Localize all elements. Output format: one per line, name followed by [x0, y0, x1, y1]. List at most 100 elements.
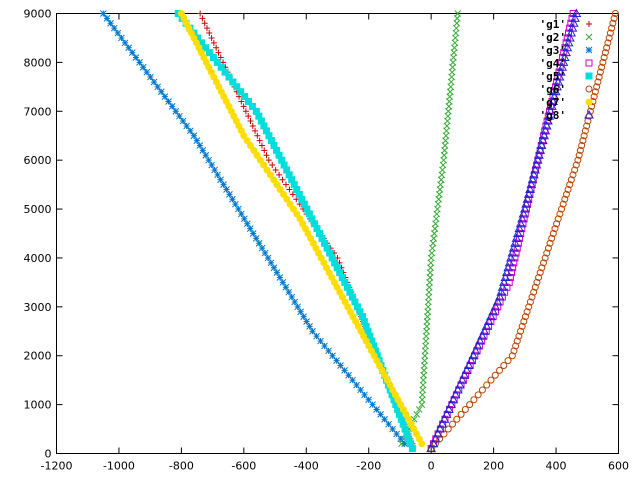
data-point	[139, 63, 147, 71]
data-point	[568, 18, 579, 27]
data-point	[543, 116, 553, 125]
legend-marker	[585, 85, 593, 93]
data-point	[552, 81, 562, 91]
data-point	[596, 68, 604, 76]
data-point	[240, 215, 248, 223]
data-point	[574, 156, 582, 164]
data-point	[527, 174, 538, 184]
data-point	[353, 381, 360, 389]
data-point	[450, 389, 461, 399]
plot-frame	[56, 13, 619, 454]
data-point	[461, 365, 472, 374]
data-point	[247, 118, 254, 125]
data-point	[289, 205, 297, 213]
data-point	[546, 239, 554, 247]
data-point	[544, 244, 552, 252]
data-point	[599, 58, 607, 66]
data-point	[285, 288, 293, 296]
data-point	[428, 438, 439, 448]
data-point	[562, 190, 570, 198]
data-point	[150, 78, 158, 86]
data-point	[499, 277, 509, 286]
data-point	[249, 230, 257, 237]
data-point	[452, 384, 463, 394]
data-point	[273, 181, 281, 189]
data-point	[243, 220, 251, 228]
y-tick-label: 8000	[24, 56, 52, 69]
data-point	[143, 68, 151, 76]
x-tick-label: -200	[356, 460, 381, 473]
data-point	[530, 164, 540, 174]
data-point	[491, 371, 499, 379]
data-point	[598, 63, 606, 71]
data-point	[466, 355, 476, 365]
data-point	[252, 107, 260, 115]
data-point	[567, 176, 575, 184]
data-point	[483, 381, 491, 389]
data-point	[531, 160, 542, 169]
data-point	[453, 415, 461, 423]
legend-label: 'g5'	[540, 70, 567, 83]
legend-marker	[586, 21, 592, 27]
data-point	[611, 10, 619, 17]
data-point	[441, 409, 452, 418]
data-point	[590, 93, 598, 101]
data-point	[475, 336, 485, 345]
data-point	[523, 308, 531, 316]
data-point	[255, 239, 263, 247]
data-point	[521, 199, 531, 208]
data-point	[269, 162, 276, 169]
data-point	[515, 218, 526, 228]
data-point	[554, 72, 565, 81]
data-point	[213, 58, 221, 66]
data-point	[176, 112, 183, 120]
y-tick-label: 2000	[24, 350, 52, 363]
data-point	[571, 166, 579, 174]
x-tick-label: -400	[294, 460, 319, 473]
data-point	[121, 39, 129, 47]
data-point	[461, 406, 469, 413]
data-point	[303, 318, 310, 325]
data-point	[203, 25, 210, 32]
data-point	[472, 340, 483, 350]
data-point	[217, 176, 224, 184]
data-point	[551, 225, 559, 233]
data-point	[569, 171, 577, 179]
data-point	[297, 308, 305, 316]
data-point	[470, 396, 478, 404]
data-point	[517, 213, 527, 223]
data-point	[245, 98, 253, 105]
data-point	[520, 318, 528, 325]
data-point	[556, 67, 566, 76]
data-point	[513, 228, 523, 237]
data-point	[276, 186, 284, 193]
data-point	[608, 24, 616, 32]
data-point	[217, 63, 225, 71]
data-point	[154, 83, 162, 91]
data-point	[457, 410, 465, 418]
y-tick-label: 4000	[24, 252, 52, 265]
data-point	[523, 189, 534, 198]
data-point	[293, 210, 301, 218]
data-point	[213, 44, 220, 51]
data-point	[114, 29, 122, 37]
data-point	[504, 357, 512, 365]
data-point	[556, 210, 564, 218]
data-point	[201, 20, 208, 27]
data-point	[470, 345, 481, 355]
legend-label: 'g6'	[540, 83, 567, 96]
y-tick-label: 6000	[24, 154, 52, 167]
data-point	[240, 103, 247, 110]
x-tick-label: 600	[608, 460, 629, 473]
data-point	[223, 186, 230, 193]
data-point	[558, 57, 569, 66]
data-point	[526, 298, 534, 306]
data-point	[341, 367, 348, 374]
data-point	[522, 194, 533, 203]
data-point	[533, 278, 541, 286]
data-point	[215, 49, 222, 56]
data-point	[125, 44, 133, 52]
data-point	[202, 151, 210, 159]
data-point	[526, 179, 537, 189]
